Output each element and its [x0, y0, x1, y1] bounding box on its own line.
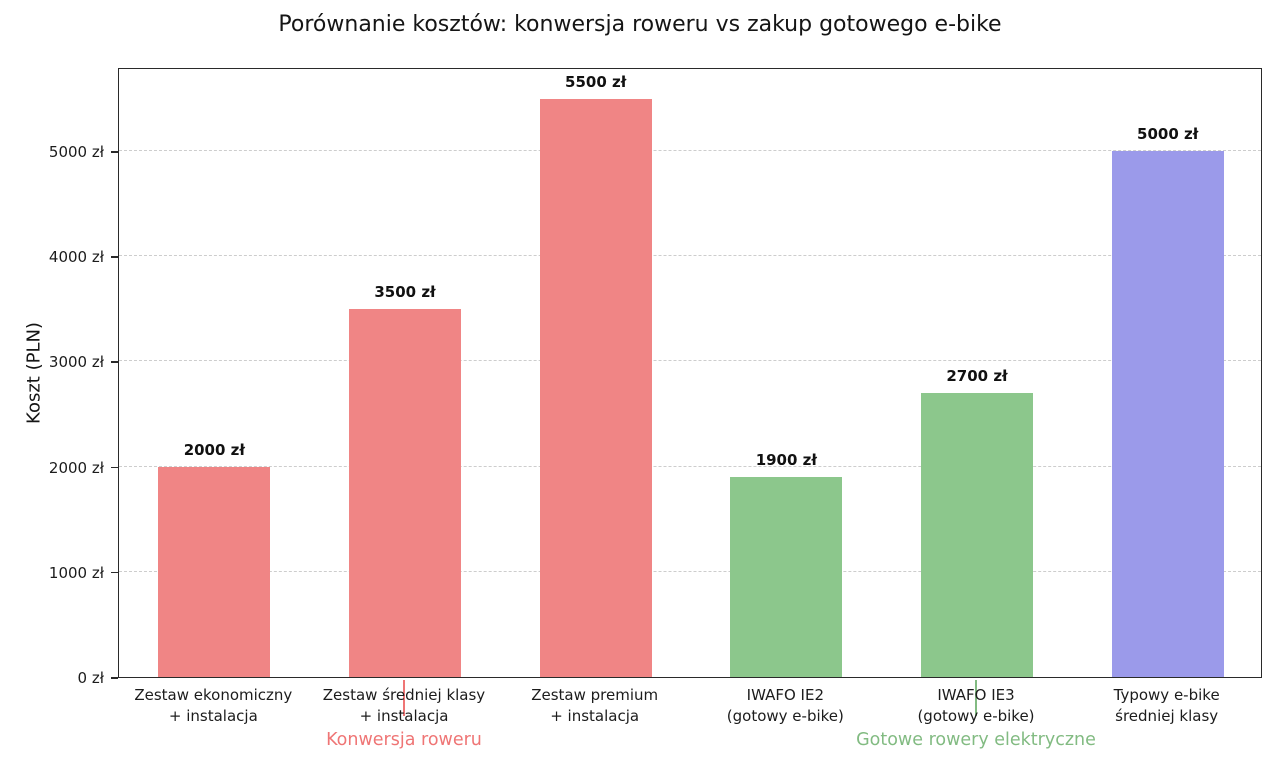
x-tick-label-line: + instalacja	[359, 707, 449, 725]
x-tick-label-line: (gotowy e-bike)	[917, 707, 1035, 725]
x-tick-label-line: Zestaw ekonomiczny	[134, 686, 293, 704]
y-tick-mark	[111, 151, 118, 153]
gridline	[119, 570, 1261, 572]
bar	[921, 393, 1033, 677]
x-tick-label: Zestaw premium + instalacja	[495, 685, 695, 727]
x-tick-label-line: (gotowy e-bike)	[726, 707, 844, 725]
y-tick-label: 1000 zł	[48, 563, 104, 582]
group-label: Konwersja roweru	[326, 730, 482, 750]
bar-value-label: 3500 zł	[374, 282, 436, 301]
bar	[539, 98, 652, 677]
x-tick-label-line: + instalacja	[550, 707, 640, 725]
chart-title: Porównanie kosztów: konwersja roweru vs …	[278, 12, 1002, 37]
x-tick-label: IWAFO IE2 (gotowy e-bike)	[685, 685, 885, 727]
x-tick-label-line: Zestaw premium	[531, 686, 659, 704]
x-tick-label-line: + instalacja	[168, 707, 258, 725]
y-tick-label: 0 zł	[77, 669, 104, 687]
x-tick-label-line: średniej klasy	[1115, 707, 1219, 725]
group-marker-line	[402, 680, 406, 716]
x-tick-label: Zestaw ekonomiczny + instalacja	[113, 685, 313, 727]
bar-value-label: 5500 zł	[565, 72, 627, 91]
x-tick-label-line: IWAFO IE3	[937, 686, 1015, 704]
gridline	[119, 255, 1261, 257]
bar	[158, 466, 271, 677]
x-tick-label-line: IWAFO IE2	[746, 686, 824, 704]
bar	[1111, 151, 1224, 677]
y-tick-mark	[111, 571, 118, 574]
plot-area: 2000 zł 3500 zł 5500 zł 1900 zł 2700 zł 5000 …	[118, 68, 1262, 678]
bar-value-label: 5000 zł	[1137, 125, 1199, 144]
y-tick-mark	[111, 677, 118, 679]
x-tick-label: Zestaw średniej klasy + instalacja	[304, 685, 504, 727]
gridline	[119, 150, 1261, 152]
group-label: Gotowe rowery elektryczne	[856, 730, 1096, 750]
y-axis-label: Koszt (PLN)	[23, 322, 45, 424]
x-tick-label-line: Zestaw średniej klasy	[322, 686, 486, 704]
bar-value-label: 1900 zł	[755, 451, 817, 470]
bar-value-label: 2700 zł	[946, 367, 1008, 386]
y-tick-mark	[111, 361, 118, 363]
y-tick-label: 2000 zł	[48, 458, 104, 477]
y-tick-label: 3000 zł	[48, 353, 104, 372]
y-tick-label: 4000 zł	[48, 248, 104, 267]
x-tick-label: Typowy e-bike średniej klasy	[1067, 685, 1267, 727]
y-tick-label: 5000 zł	[48, 143, 104, 162]
x-tick-label: IWAFO IE3 (gotowy e-bike)	[876, 685, 1076, 727]
y-tick-mark	[111, 256, 118, 258]
group-marker-line	[974, 680, 978, 716]
bar	[349, 308, 461, 677]
bar	[730, 477, 843, 677]
x-tick-label-line: Typowy e-bike	[1113, 686, 1220, 704]
gridline	[119, 465, 1261, 467]
y-tick-mark	[111, 466, 118, 469]
gridline	[119, 360, 1261, 362]
bar-value-label: 2000 zł	[183, 440, 245, 459]
